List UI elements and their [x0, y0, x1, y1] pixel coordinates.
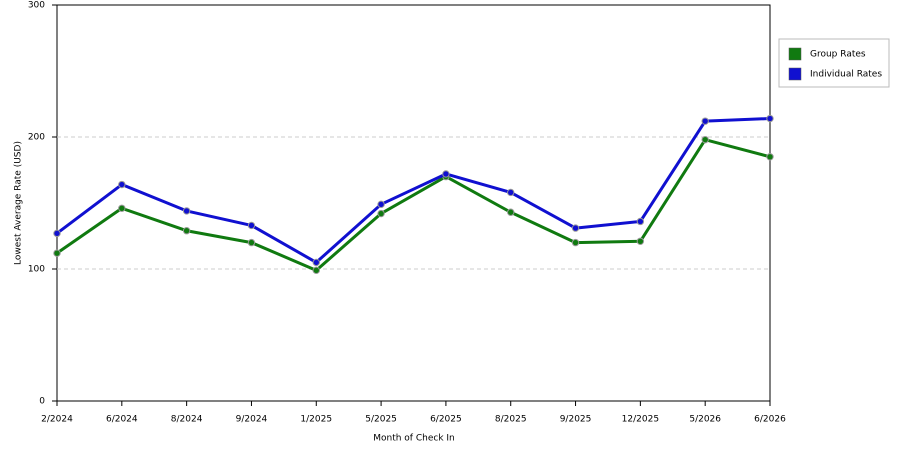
point: [636, 237, 645, 245]
x-tick-label: 8/2025: [495, 415, 527, 425]
x-tick-label: 5/2026: [689, 415, 721, 425]
point: [247, 238, 256, 247]
y-axis-title: Lowest Average Rate (USD): [14, 141, 24, 265]
point: [312, 258, 320, 267]
y-tick-label: 300: [28, 1, 45, 11]
point: [312, 266, 320, 275]
point: [507, 188, 515, 197]
x-tick-label: 9/2024: [236, 415, 268, 425]
point: [507, 208, 515, 216]
point: [53, 249, 61, 257]
legend-swatch: [788, 67, 802, 81]
point: [701, 117, 709, 125]
point: [377, 200, 385, 209]
x-axis-title: Month of Check In: [373, 434, 455, 444]
x-tick-label: 5/2025: [365, 415, 397, 425]
x-tick-label: 2/2024: [41, 415, 73, 425]
point: [571, 224, 580, 232]
y-tick-label: 200: [28, 133, 45, 143]
legend-swatch: [788, 47, 802, 61]
y-tick-label: 100: [28, 265, 45, 275]
x-tick-label: 6/2025: [430, 415, 462, 425]
x-tick-label: 9/2025: [560, 415, 592, 425]
legend-label: Group Rates: [810, 50, 866, 60]
point: [118, 180, 126, 189]
y-tick-label: 0: [39, 397, 45, 407]
x-tick-label: 12/2025: [622, 415, 659, 425]
series-line: [56, 117, 771, 264]
x-tick-label: 1/2025: [300, 415, 332, 425]
point: [118, 204, 126, 212]
point: [442, 170, 450, 178]
point: [766, 153, 774, 161]
x-tick-label: 8/2024: [171, 415, 203, 425]
point: [182, 227, 191, 235]
point: [701, 135, 709, 144]
legend-label: Individual Rates: [810, 70, 882, 80]
x-tick-label: 6/2024: [106, 415, 138, 425]
x-tick-label: 6/2026: [754, 415, 786, 425]
point: [571, 238, 580, 247]
point: [53, 229, 61, 238]
point: [636, 217, 645, 226]
point: [766, 114, 774, 123]
point: [377, 209, 385, 218]
point: [182, 207, 191, 215]
point: [247, 221, 256, 230]
series-line: [56, 138, 771, 272]
